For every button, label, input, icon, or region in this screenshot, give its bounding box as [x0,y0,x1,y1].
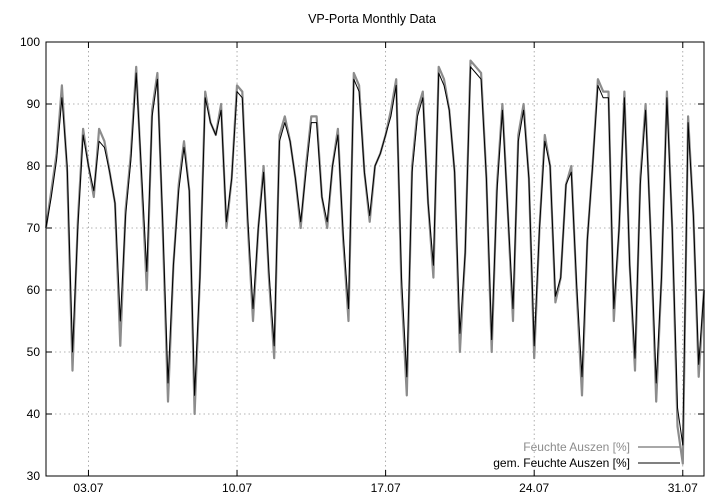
x-tick-label: 31.07 [668,481,698,495]
y-tick-label: 30 [27,469,41,483]
chart-title: VP-Porta Monthly Data [308,12,436,26]
y-tick-label: 90 [27,97,41,111]
x-axis: 03.07 10.07 17.07 24.07 31.07 [73,42,698,495]
x-tick-label: 17.07 [371,481,401,495]
y-tick-label: 100 [20,35,40,49]
legend: Feuchte Auszen [%] gem. Feuchte Auszen [… [493,440,680,470]
x-tick-label: 10.07 [222,481,252,495]
y-tick-label: 50 [27,345,41,359]
plot-frame [45,41,705,477]
y-tick-label: 60 [27,283,41,297]
series-line-smoothed [45,66,705,446]
y-tick-label: 80 [27,159,41,173]
y-tick-label: 70 [27,221,41,235]
legend-label-raw: Feuchte Auszen [%] [523,440,630,454]
y-axis: 30 40 50 60 70 80 90 100 [20,35,704,483]
legend-label-smoothed: gem. Feuchte Auszen [%] [493,456,630,470]
x-tick-label: 03.07 [73,481,103,495]
y-tick-label: 40 [27,407,41,421]
x-tick-label: 24.07 [519,481,549,495]
series-group [44,59,706,465]
